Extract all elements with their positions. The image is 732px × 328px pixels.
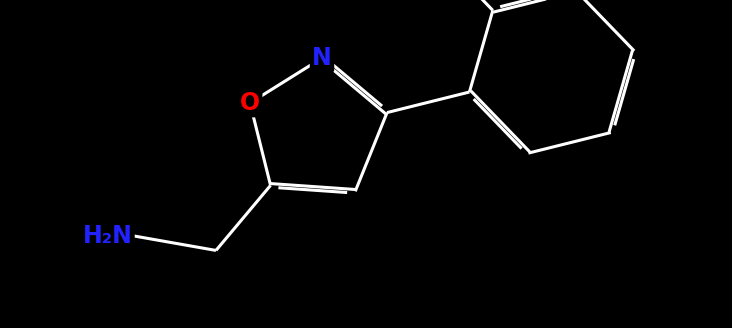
Text: N: N bbox=[312, 46, 332, 70]
Text: O: O bbox=[240, 91, 260, 115]
Text: H₂N: H₂N bbox=[83, 224, 132, 248]
